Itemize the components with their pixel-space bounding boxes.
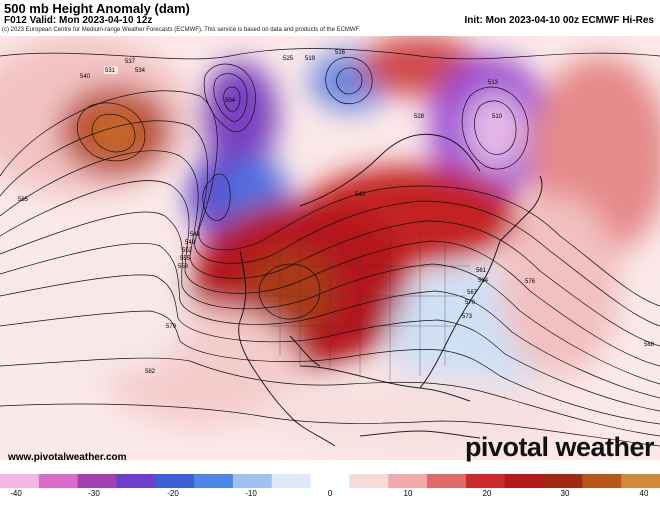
- contour-label: 567: [467, 290, 478, 296]
- colorbar-cell: [465, 474, 506, 488]
- contour-label: 549: [185, 240, 196, 246]
- contour-label: 561: [476, 268, 487, 274]
- contour-label: 516: [335, 50, 346, 56]
- contour-label-layer: 531 537 540 534 546 549 552 555 558 561 …: [18, 50, 655, 375]
- colorbar-cell: [310, 474, 350, 488]
- contour-label: 552: [182, 248, 193, 254]
- contour-label: 588: [644, 342, 655, 348]
- contour-label: 564: [478, 278, 489, 284]
- colorbar-cell: [271, 474, 312, 488]
- contour-label: 570: [465, 300, 476, 306]
- anomaly-map: 531 537 540 534 546 549 552 555 558 561 …: [0, 36, 660, 460]
- contour-label: 576: [525, 279, 536, 285]
- colorbar-cell: [0, 474, 40, 488]
- colorbar-cell: [543, 474, 583, 488]
- colorbar-cell: [194, 474, 234, 488]
- contour-label: 558: [178, 264, 189, 270]
- colorbar-tick: 0: [327, 489, 333, 498]
- colorbar-ramp: [0, 474, 660, 488]
- contour-label: 573: [462, 314, 473, 320]
- contour-label: 579: [166, 324, 177, 330]
- colorbar-cell: [427, 474, 467, 488]
- website-url: www.pivotalweather.com: [8, 452, 127, 463]
- contour-label: 546: [190, 232, 201, 238]
- colorbar-tick: 30: [560, 489, 570, 498]
- colorbar-tick: -10: [245, 489, 257, 498]
- contour-label: 525: [283, 56, 294, 62]
- colorbar-cell: [582, 474, 622, 488]
- colorbar: -40 -30 -20 -10 0 10 20 30 40: [0, 474, 660, 510]
- anomaly-fields: [0, 36, 660, 456]
- contour-label: 534: [135, 68, 146, 74]
- contour-label: 519: [305, 56, 316, 62]
- brand-logo: pivotal weather: [464, 432, 655, 462]
- colorbar-tick: 40: [639, 489, 649, 498]
- colorbar-tick: -30: [88, 489, 100, 498]
- contour-label: 582: [145, 369, 156, 375]
- copyright-notice: (c) 2023 European Centre for Medium-rang…: [2, 27, 361, 33]
- contour-label: 537: [125, 59, 136, 65]
- contour-label: 540: [80, 74, 91, 80]
- contour-label: 504: [225, 98, 236, 104]
- contour-label: 528: [414, 114, 425, 120]
- header: 500 mb Height Anomaly (dam) F012 Valid: …: [0, 0, 660, 36]
- colorbar-cell: [77, 474, 117, 488]
- colorbar-cell: [349, 474, 389, 488]
- colorbar-tick: -20: [167, 489, 179, 498]
- contour-label: 510: [492, 114, 503, 120]
- contour-label: 531: [105, 68, 116, 74]
- coastlines: [238, 133, 543, 447]
- colorbar-tick: 20: [482, 489, 492, 498]
- colorbar-cell: [155, 474, 195, 488]
- colorbar-cell: [116, 474, 156, 488]
- contour-label: 543: [355, 192, 366, 198]
- colorbar-cell: [621, 474, 660, 488]
- init-time: Init: Mon 2023-04-10 00z ECMWF Hi-Res: [464, 15, 654, 26]
- contour-label: 585: [18, 197, 29, 203]
- contour-label: 555: [180, 256, 191, 262]
- colorbar-tick: -40: [10, 489, 22, 498]
- colorbar-cell: [504, 474, 545, 488]
- state-borders: [260, 226, 470, 381]
- valid-time: F012 Valid: Mon 2023-04-10 12z: [4, 15, 153, 26]
- colorbar-cell: [388, 474, 428, 488]
- contour-label: 513: [488, 80, 499, 86]
- colorbar-cell: [232, 474, 273, 488]
- colorbar-tick: 10: [403, 489, 413, 498]
- map-title: 500 mb Height Anomaly (dam): [4, 1, 190, 16]
- colorbar-cell: [38, 474, 79, 488]
